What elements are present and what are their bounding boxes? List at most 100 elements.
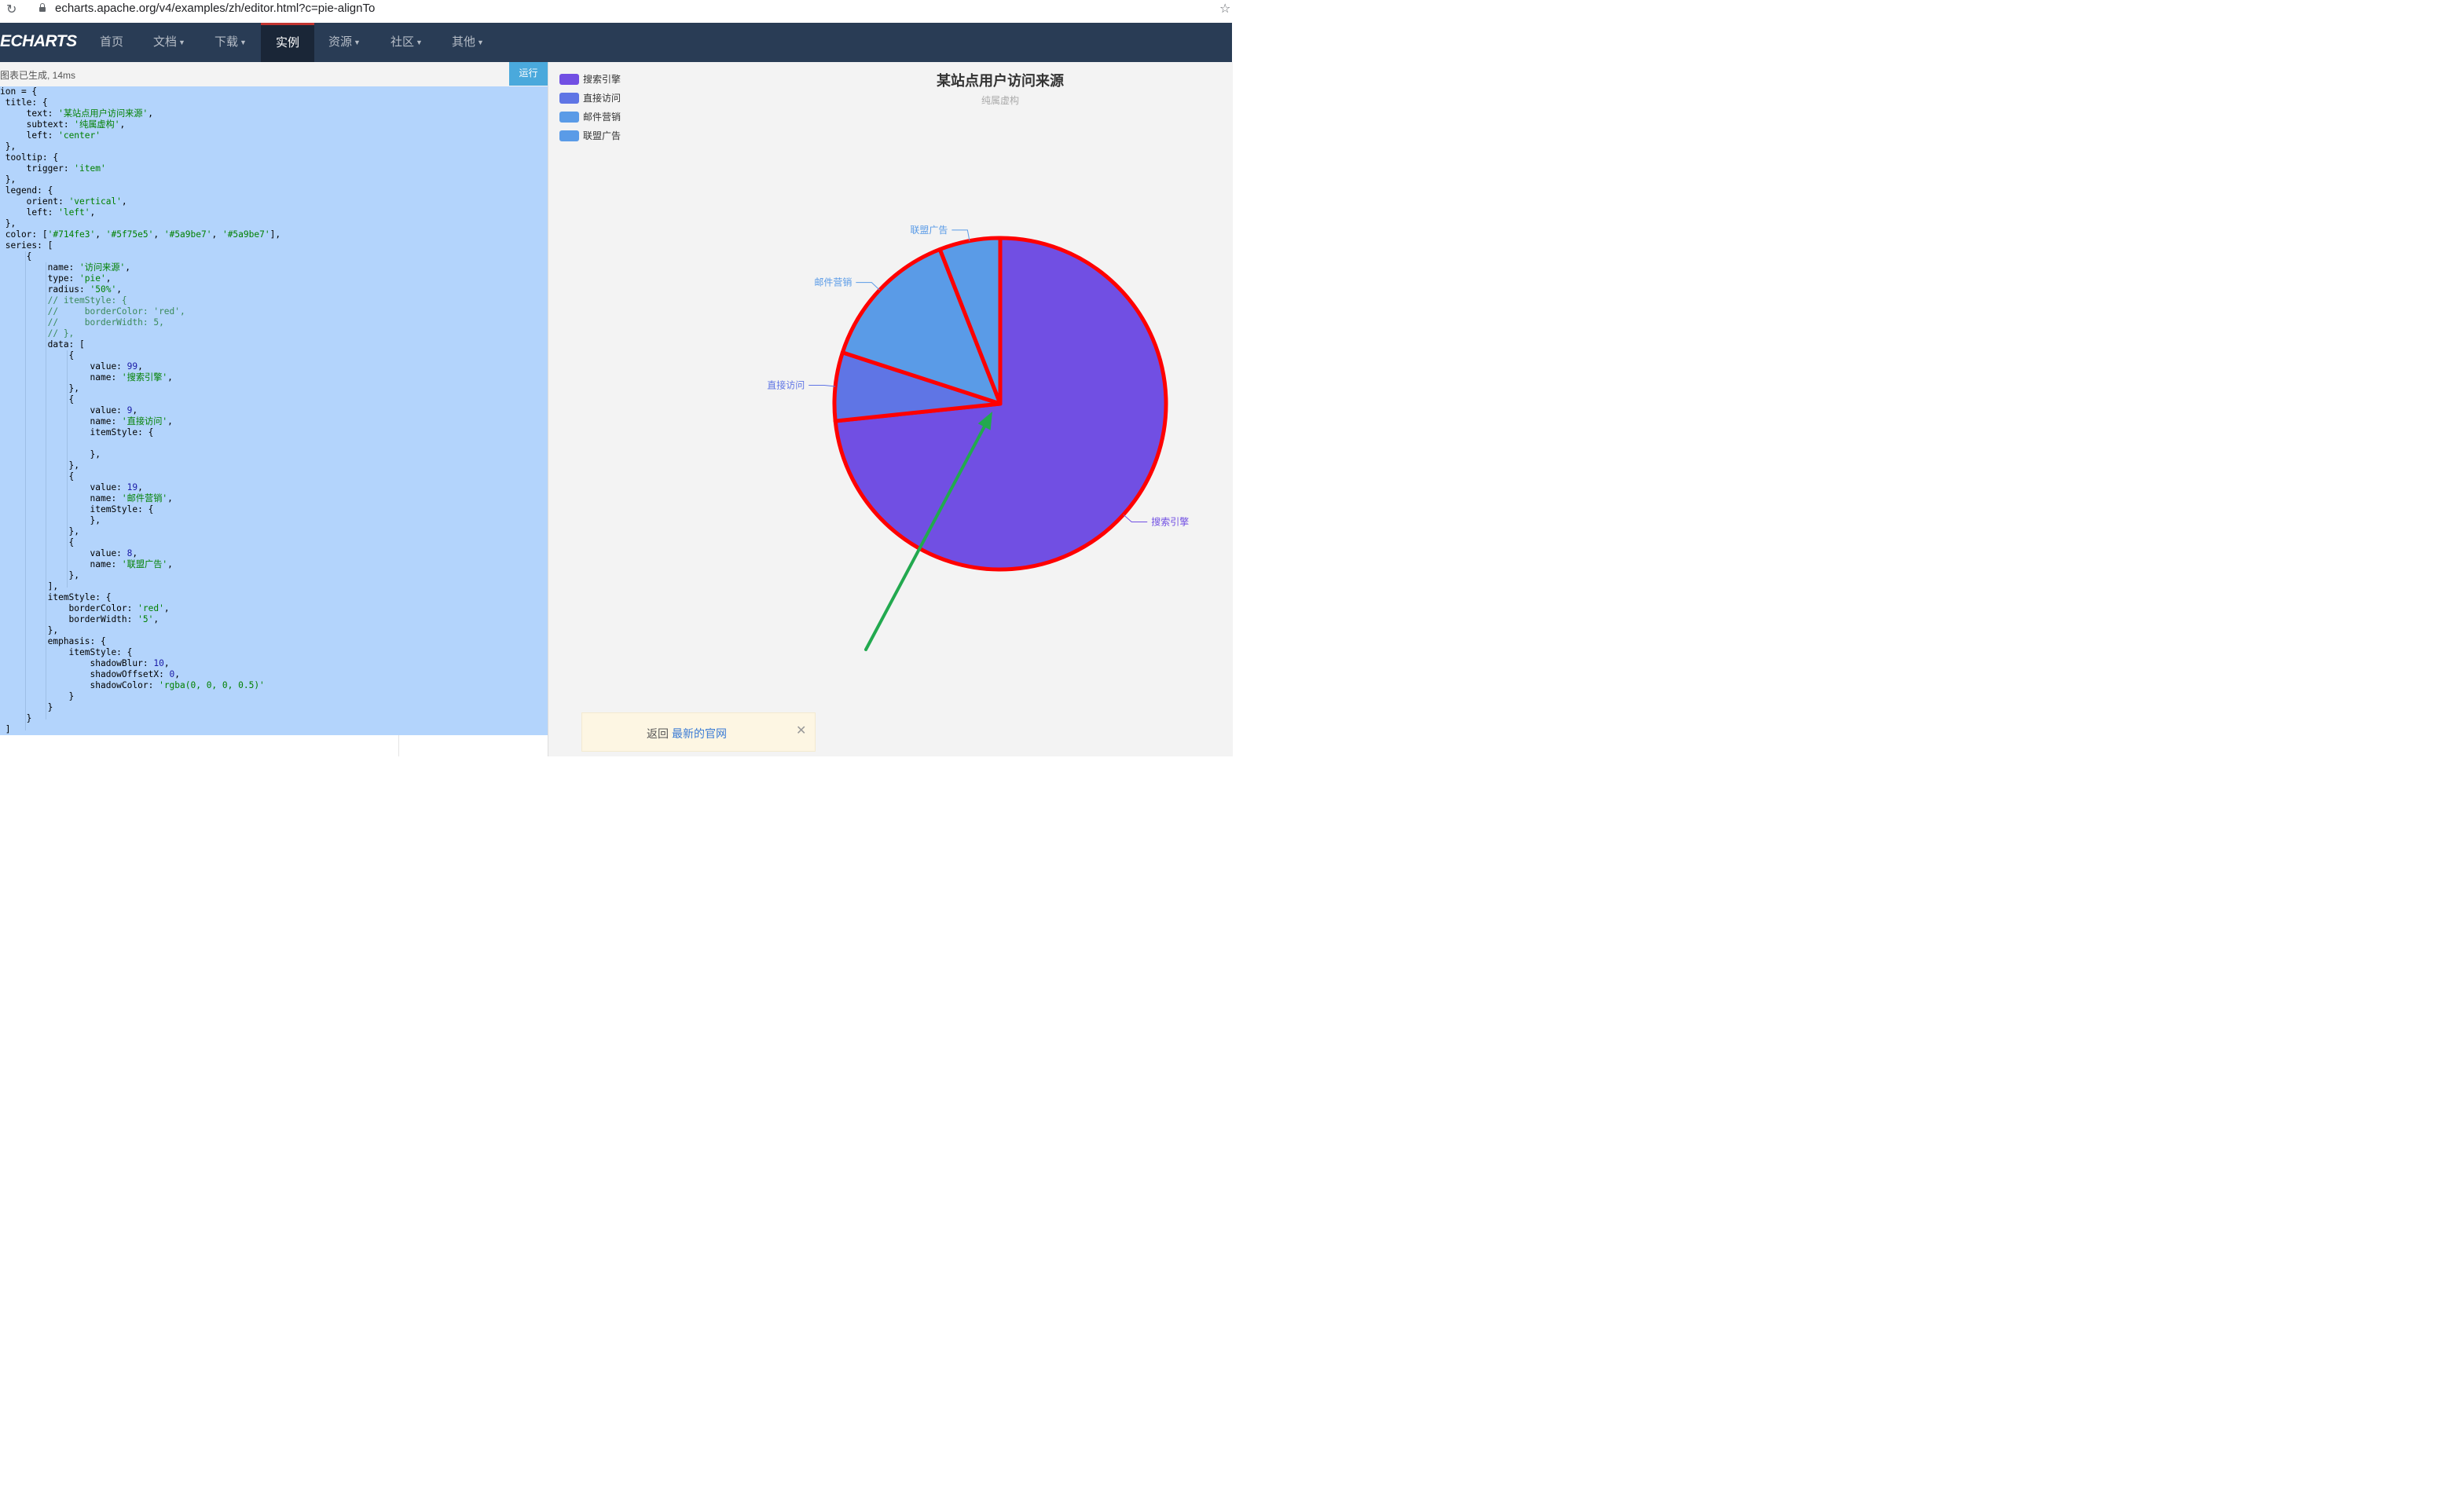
label-leader-line	[808, 384, 836, 387]
browser-address-bar: ↻ echarts.apache.org/v4/examples/zh/edit…	[0, 0, 1232, 23]
legend-label[interactable]: 联盟广告	[583, 130, 621, 141]
chart-panel: 某站点用户访问来源 纯属虚构 搜索引擎 直接访问 邮件营销 联盟广告 搜索引擎 直接访问…	[548, 62, 1233, 756]
legend-swatch[interactable]	[559, 130, 579, 141]
code-line	[0, 438, 280, 449]
code-line: }	[0, 702, 53, 712]
legend-label[interactable]: 邮件营销	[583, 112, 621, 123]
legend-swatch[interactable]	[559, 112, 579, 123]
code-line: // borderColor: 'red',	[0, 306, 185, 317]
chevron-down-icon: ▼	[416, 38, 423, 47]
editor-status-bar: 图表已生成, 14ms	[0, 62, 548, 87]
code-line: },	[0, 515, 101, 525]
code-line: name: '访问来源',	[0, 262, 131, 273]
bookmark-star-icon[interactable]: ☆	[1219, 2, 1231, 16]
slice-label: 直接访问	[767, 379, 805, 390]
code-line: color: ['#714fe3', '#5f75e5', '#5a9be7',…	[0, 229, 281, 240]
nav-item-examples[interactable]: 实例	[261, 23, 314, 62]
code-line: left: 'center'	[0, 130, 101, 141]
code-line: data: [	[0, 339, 85, 350]
code-line: // },	[0, 328, 75, 339]
chevron-down-icon: ▼	[178, 38, 185, 47]
arrow-shaft	[864, 425, 986, 651]
chevron-down-icon: ▼	[240, 38, 247, 47]
code-line: itemStyle: {	[0, 647, 133, 657]
nav-item-home[interactable]: 首页	[100, 35, 124, 49]
code-line: shadowBlur: 10,	[0, 658, 170, 668]
slice-label: 邮件营销	[814, 277, 852, 288]
code-line: value: 8,	[0, 548, 138, 558]
pie-slice[interactable]	[937, 236, 1003, 406]
nav-item-download[interactable]: 下载 ▼	[214, 35, 247, 49]
code-line: value: 9,	[0, 405, 138, 416]
code-line: value: 99,	[0, 361, 143, 372]
code-line: // borderWidth: 5,	[0, 317, 164, 328]
code-line: shadowOffsetX: 0,	[0, 669, 181, 679]
code-line: type: 'pie',	[0, 273, 112, 284]
code-line: subtext: '纯属虚构',	[0, 119, 126, 130]
code-line: {	[0, 471, 75, 481]
code-content[interactable]: ion = { title: { text: '某站点用户访问来源', subt…	[0, 86, 280, 735]
label-leader-line	[952, 229, 970, 241]
code-line: name: '联盟广告',	[0, 559, 173, 569]
nav-item-community[interactable]: 社区 ▼	[390, 35, 423, 49]
legend-label[interactable]: 直接访问	[583, 92, 621, 104]
run-button[interactable]: 运行	[509, 62, 548, 86]
code-line: }	[0, 691, 75, 701]
slice-label: 联盟广告	[910, 225, 948, 236]
nav-item-other[interactable]: 其他 ▼	[452, 35, 484, 49]
code-line: emphasis: {	[0, 636, 106, 646]
code-line: },	[0, 570, 80, 580]
code-line: shadowColor: 'rgba(0, 0, 0, 0.5)'	[0, 680, 265, 690]
pie-slices[interactable]	[832, 236, 1168, 572]
code-line: },	[0, 460, 80, 470]
code-line: }	[0, 713, 32, 723]
code-line: ],	[0, 581, 59, 591]
code-line: },	[0, 526, 80, 536]
code-line: ion = {	[0, 86, 38, 97]
nav-item-docs[interactable]: 文档 ▼	[153, 35, 185, 49]
code-line: name: '邮件营销',	[0, 493, 173, 503]
code-line: },	[0, 383, 80, 394]
legend-swatch[interactable]	[559, 93, 579, 104]
notice-banner: 返回 最新的官网 ✕	[581, 712, 816, 752]
chart-title: 某站点用户访问来源	[937, 72, 1064, 89]
chevron-down-icon: ▼	[354, 38, 361, 47]
editor-footer	[0, 735, 548, 756]
code-editor[interactable]: ion = { title: { text: '某站点用户访问来源', subt…	[0, 86, 548, 735]
code-line: },	[0, 625, 59, 635]
code-line: {	[0, 394, 75, 405]
pie-labels: 搜索引擎 直接访问 邮件营销 联盟广告	[767, 225, 1189, 528]
code-line: },	[0, 174, 16, 185]
chevron-down-icon: ▼	[477, 38, 484, 47]
code-line: name: '直接访问',	[0, 416, 173, 427]
top-navbar: ECHARTS 首页 文档 ▼ 下载 ▼ 实例 资源 ▼ 社区 ▼ 其他 ▼	[0, 23, 1232, 62]
indent-guide	[25, 251, 26, 730]
code-line: left: 'left',	[0, 207, 96, 218]
code-line: tooltip: {	[0, 152, 59, 163]
code-line: borderColor: 'red',	[0, 603, 170, 613]
lock-icon[interactable]	[39, 3, 46, 12]
legend-swatch[interactable]	[559, 74, 579, 85]
green-arrow-annotation	[864, 412, 992, 651]
code-line: },	[0, 218, 16, 229]
notice-text: 返回	[647, 727, 669, 740]
render-status: 图表已生成, 14ms	[0, 70, 76, 81]
code-line: itemStyle: {	[0, 592, 112, 602]
url-field[interactable]: echarts.apache.org/v4/examples/zh/editor…	[55, 2, 376, 15]
official-site-link[interactable]: 最新的官网	[672, 727, 727, 740]
chart-subtitle: 纯属虚构	[981, 94, 1019, 106]
code-line: itemStyle: {	[0, 504, 154, 514]
code-line: title: {	[0, 97, 48, 108]
code-line: itemStyle: {	[0, 427, 154, 437]
legend-label[interactable]: 搜索引擎	[583, 73, 621, 85]
reload-icon[interactable]: ↻	[6, 3, 17, 16]
code-line: trigger: 'item'	[0, 163, 106, 174]
close-icon[interactable]: ✕	[796, 724, 807, 738]
pie-slice[interactable]	[840, 247, 1003, 406]
code-line: series: [	[0, 240, 53, 251]
nav-item-resources[interactable]: 资源 ▼	[328, 35, 361, 49]
indent-guide	[67, 350, 68, 588]
echarts-logo[interactable]: ECHARTS	[0, 32, 77, 50]
